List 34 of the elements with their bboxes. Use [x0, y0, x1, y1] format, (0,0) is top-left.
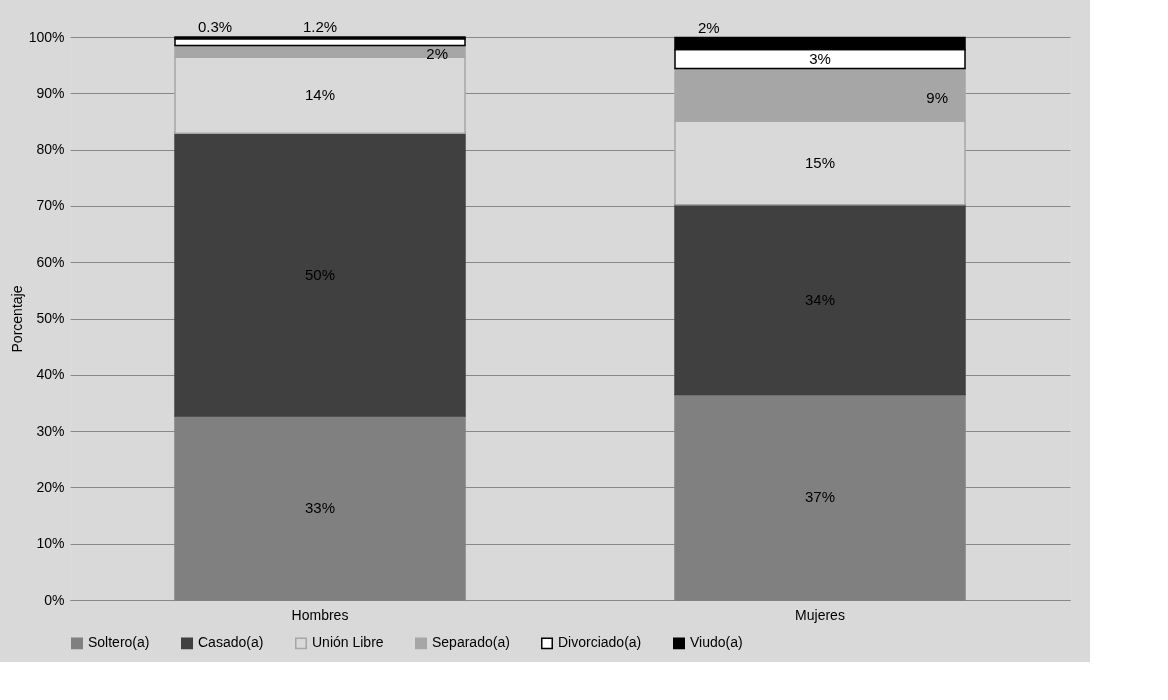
data-label: 3% [809, 49, 831, 67]
bar [174, 132, 466, 417]
legend-label: Separado(a) [432, 634, 510, 651]
legend-label: Casado(a) [198, 634, 264, 651]
x-tick-label: Hombres [291, 606, 349, 623]
data-label: 0.3% [198, 18, 233, 35]
data-label: 33% [304, 498, 336, 516]
y-tick-label: 30% [36, 422, 65, 439]
data-label: 1.2% [302, 18, 338, 35]
bar [674, 204, 966, 396]
data-label: 2% [698, 18, 720, 36]
data-label: 2% [426, 45, 448, 63]
x-tick-label: Mujeres [795, 606, 845, 623]
data-label: 50% [304, 265, 336, 283]
y-tick-label: 40% [36, 366, 65, 383]
y-tick-label: 20% [36, 478, 65, 495]
data-label: 34% [804, 290, 836, 308]
legend-label: Divorciado(a) [558, 634, 642, 651]
data-label: 9% [926, 88, 948, 106]
y-tick-label: 80% [36, 141, 65, 158]
legend-label: Soltero(a) [88, 634, 150, 651]
legend-label: Viudo(a) [690, 634, 743, 651]
data-label: 37% [804, 488, 836, 506]
y-tick-label: 70% [36, 197, 65, 214]
y-tick-label: 50% [36, 310, 65, 326]
y-tick-label: 90% [36, 84, 65, 101]
y-tick-label: 60% [36, 253, 65, 270]
y-axis-title: Porcentaje [8, 285, 25, 353]
data-label: 15% [804, 153, 836, 171]
y-tick-label: 100% [28, 28, 65, 45]
y-tick-label: 10% [36, 535, 65, 552]
data-label: 14% [304, 86, 336, 104]
y-tick-label: 0% [44, 591, 65, 608]
legend-label: Unión Libre [312, 634, 384, 651]
